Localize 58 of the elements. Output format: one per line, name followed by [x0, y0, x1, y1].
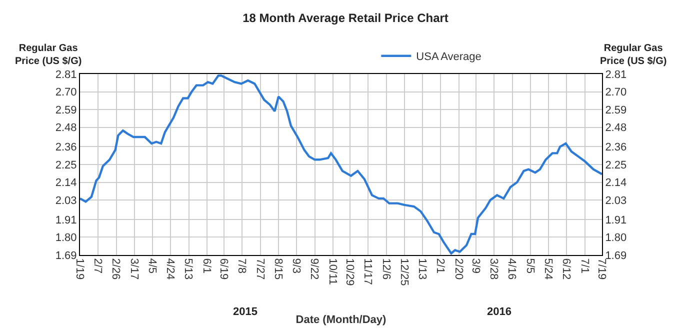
x-tick-label: 4/5 — [146, 258, 158, 274]
x-tick-label: 7/27 — [254, 258, 266, 280]
x-tick-label: 4/24 — [164, 258, 176, 280]
x-tick-label: 4/16 — [506, 258, 518, 280]
y-tick-label: 1.91 — [55, 214, 77, 226]
legend-label: USA Average — [416, 51, 482, 64]
y2-tick-label: 1.80 — [605, 232, 627, 244]
text: 2016 — [487, 306, 512, 318]
y-tick-label: 2.03 — [55, 194, 77, 207]
y2-tick-label: 2.81 — [605, 68, 627, 81]
x-tick-label: 6/19 — [218, 258, 230, 280]
y-tick-label: 2.70 — [55, 86, 77, 99]
y2-tick-label: 2.25 — [605, 159, 627, 172]
x-tick-label: 7/19 — [595, 258, 608, 280]
x-tick-label: 3/9 — [469, 258, 482, 274]
x-tick-label: 5/24 — [542, 258, 554, 280]
y2-tick-label: 2.14 — [605, 177, 627, 190]
x-tick-label: 9/3 — [290, 258, 302, 274]
x-axis-title: Date (Month/Day) — [296, 314, 387, 326]
y-tick-label: 2.59 — [55, 104, 77, 116]
text: 2015 — [233, 306, 258, 318]
y2-tick-label: 2.59 — [605, 104, 627, 116]
y2-tick-label: 2.03 — [605, 194, 627, 207]
x-tick-label: 1/13 — [416, 258, 428, 280]
y-tick-label: 2.25 — [55, 159, 77, 172]
x-tick-label: 12/6 — [380, 258, 392, 280]
x-tick-label: 2/1 — [434, 258, 446, 274]
x-tick-label: 5/13 — [182, 258, 194, 280]
x-tick-label: 11/17 — [362, 258, 374, 285]
x-tick-label: 3/17 — [128, 258, 140, 280]
line-series — [80, 74, 602, 254]
y-tick-label: 1.80 — [55, 232, 77, 244]
y-tick-label: 2.14 — [55, 177, 77, 190]
y2-axis-title: Regular Gas Price (US $/G) — [600, 43, 667, 67]
y2-tick-label: 2.36 — [605, 142, 627, 154]
x-tick-label: 6/12 — [560, 258, 572, 280]
y2-tick-label: 1.91 — [605, 214, 627, 226]
x-tick-label: 2/7 — [92, 258, 104, 274]
x-tick-label: 2/26 — [110, 258, 122, 280]
y2-tick-label: 2.48 — [605, 122, 627, 134]
y-tick-label: 2.48 — [55, 122, 77, 134]
x-tick-label: 3/28 — [488, 258, 500, 280]
chart-title: 18 Month Average Retail Price Chart — [242, 10, 448, 25]
x-tick-label: 8/15 — [272, 258, 284, 280]
y2-tick-label: 2.70 — [605, 86, 627, 99]
y-axis-title: Regular Gas Price (US $/G) — [15, 43, 82, 67]
x-tick-label: 12/25 — [398, 258, 410, 286]
y-tick-label: 2.81 — [55, 68, 77, 81]
x-tick-label: 10/29 — [343, 258, 356, 286]
x-tick-label: 6/1 — [200, 258, 212, 274]
x-tick-label: 10/11 — [326, 258, 338, 285]
x-tick-label: 9/22 — [308, 258, 320, 280]
y2-tick-label: 1.69 — [605, 250, 627, 262]
x-tick-label: 7/8 — [236, 258, 248, 274]
x-tick-label: 2/20 — [452, 258, 464, 280]
y-tick-label: 2.36 — [55, 142, 77, 154]
x-tick-label: 7/1 — [578, 258, 590, 274]
x-tick-label: 5/5 — [524, 258, 536, 274]
